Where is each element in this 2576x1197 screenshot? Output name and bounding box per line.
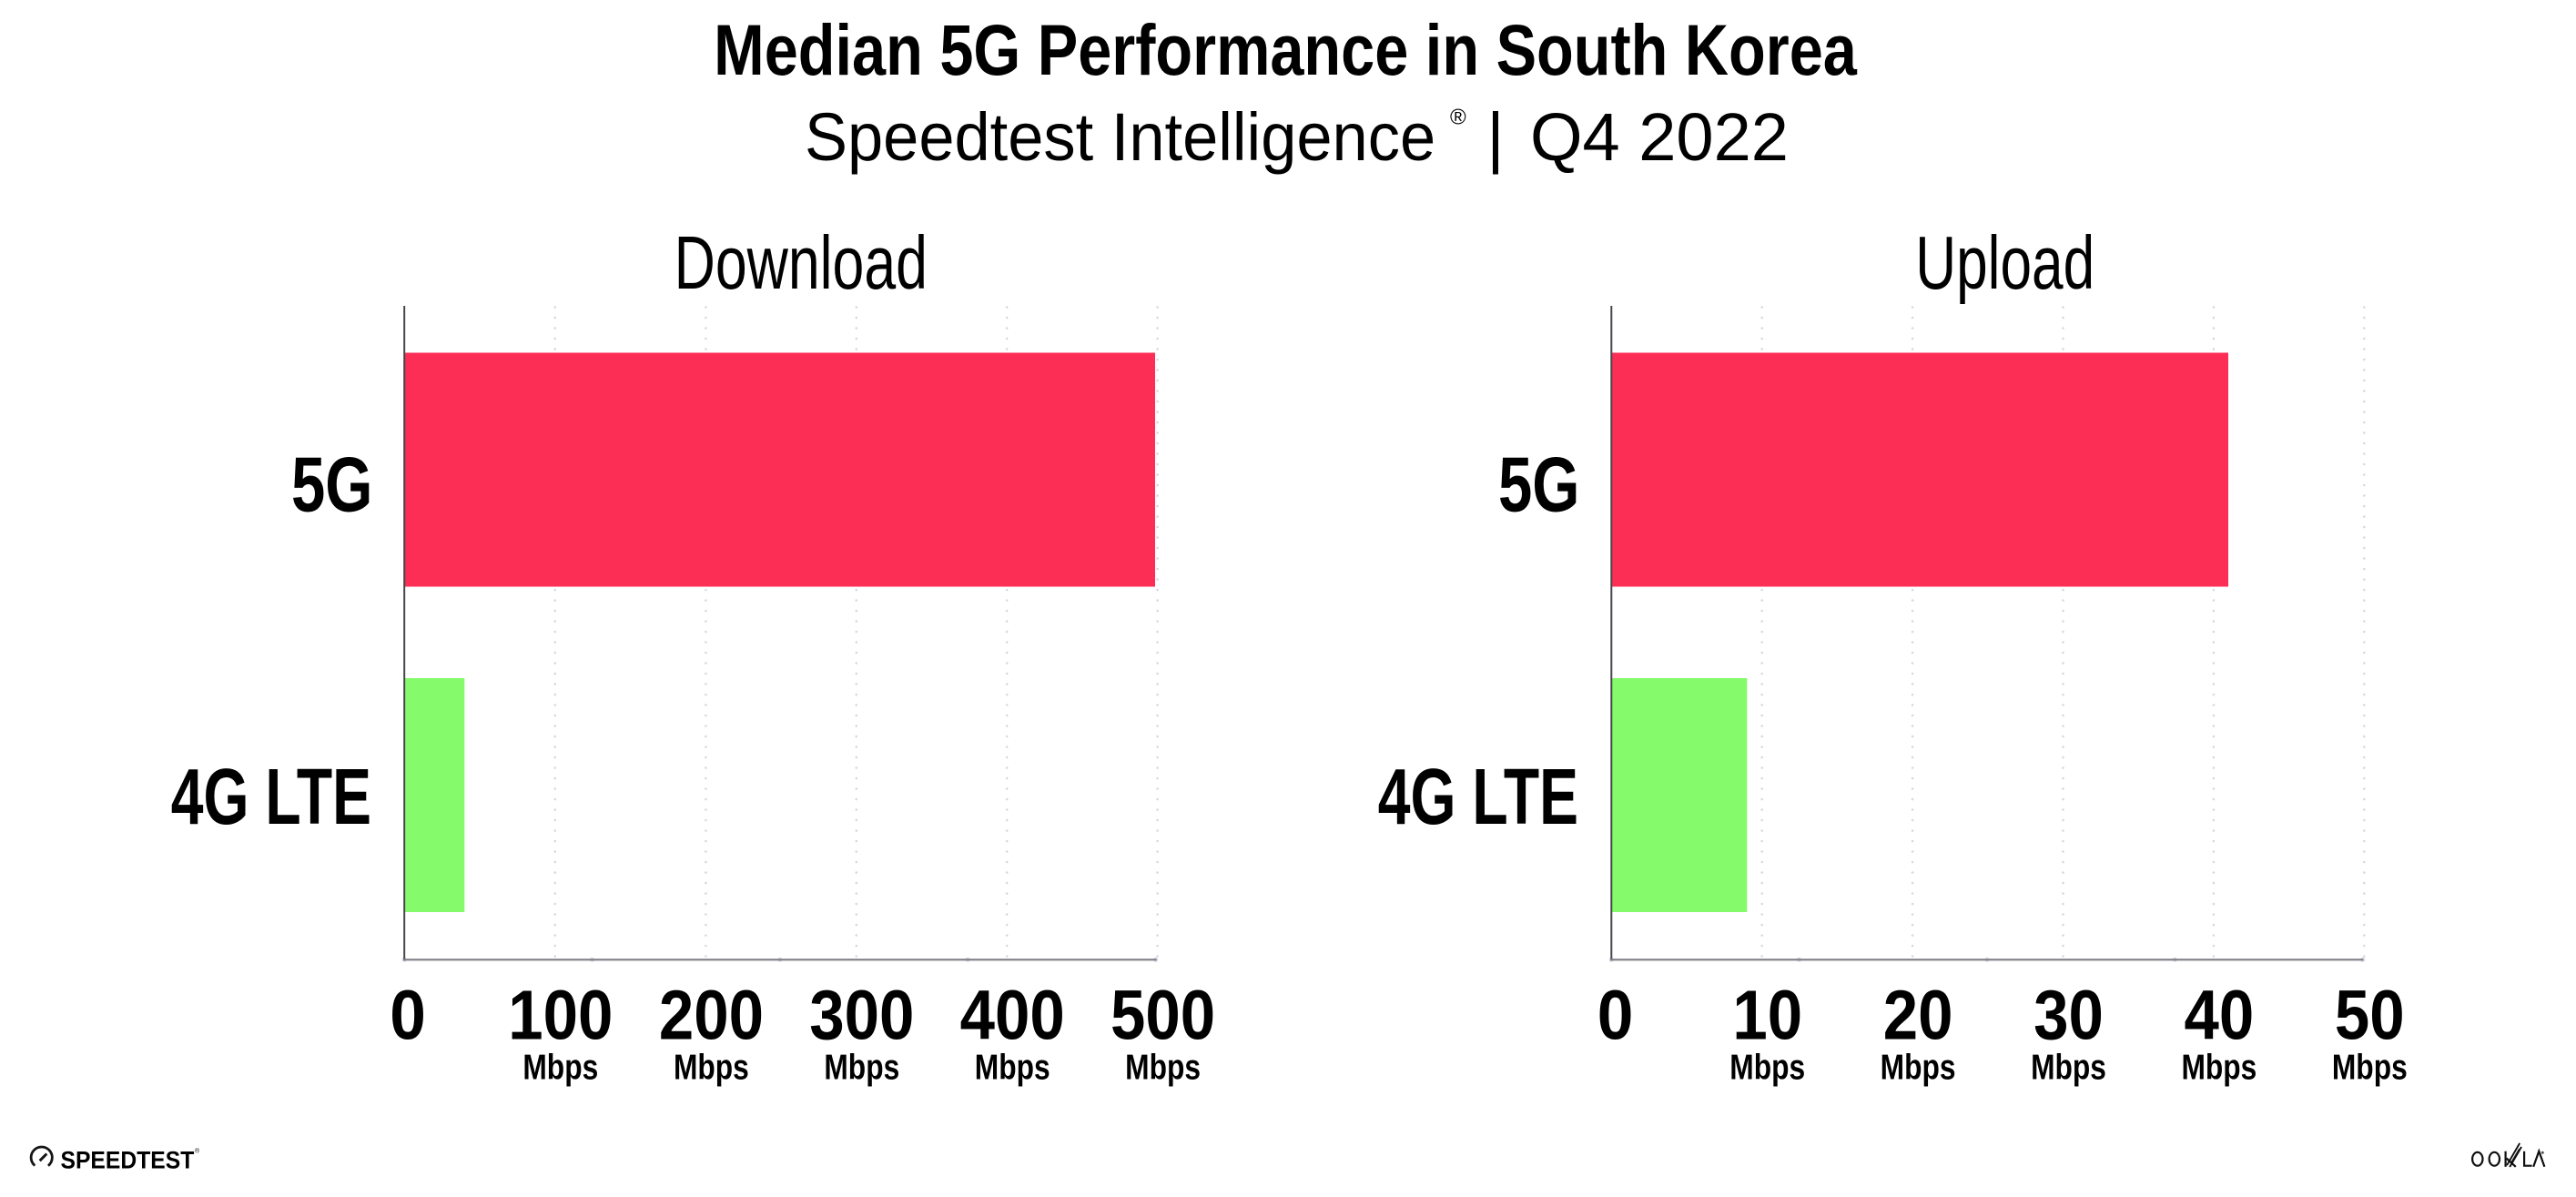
svg-text:Download: Download [674, 219, 928, 305]
svg-text:10: 10 [1732, 977, 1802, 1054]
svg-text:Mbps: Mbps [824, 1047, 899, 1087]
svg-text:®: ® [195, 1148, 200, 1155]
svg-text:4G LTE: 4G LTE [171, 754, 371, 842]
svg-text:0: 0 [1597, 976, 1634, 1054]
svg-text:Speedtest Intelligence: Speedtest Intelligence [805, 100, 1435, 175]
svg-text:5G: 5G [291, 442, 373, 528]
svg-text:Mbps: Mbps [2031, 1047, 2106, 1087]
svg-text:|: | [1486, 99, 1504, 175]
svg-text:Mbps: Mbps [522, 1047, 598, 1087]
svg-text:Median 5G Performance in South: Median 5G Performance in South Korea [714, 11, 1858, 91]
svg-text:Mbps: Mbps [2332, 1047, 2408, 1087]
svg-text:Mbps: Mbps [1729, 1047, 1805, 1087]
svg-text:4G LTE: 4G LTE [1378, 754, 1578, 842]
svg-text:500: 500 [1111, 977, 1215, 1054]
svg-text:Mbps: Mbps [2181, 1047, 2257, 1087]
svg-text:5G: 5G [1498, 442, 1580, 528]
svg-text:SPEEDTEST: SPEEDTEST [61, 1147, 195, 1173]
svg-text:40: 40 [2185, 977, 2255, 1054]
svg-text:20: 20 [1883, 977, 1953, 1054]
svg-text:Mbps: Mbps [674, 1047, 749, 1087]
svg-text:300: 300 [809, 977, 914, 1054]
svg-text:Upload: Upload [1915, 220, 2094, 305]
svg-text:®: ® [1450, 106, 1466, 130]
svg-text:50: 50 [2335, 977, 2405, 1054]
svg-text:Mbps: Mbps [1881, 1047, 1956, 1087]
svg-text:0: 0 [390, 976, 426, 1054]
svg-text:Mbps: Mbps [1125, 1047, 1201, 1087]
svg-text:200: 200 [659, 977, 764, 1054]
svg-text:100: 100 [508, 977, 613, 1054]
svg-text:Q4 2022: Q4 2022 [1530, 99, 1789, 175]
svg-text:30: 30 [2033, 977, 2104, 1054]
svg-text:400: 400 [960, 977, 1065, 1054]
svg-text:Mbps: Mbps [975, 1047, 1050, 1087]
